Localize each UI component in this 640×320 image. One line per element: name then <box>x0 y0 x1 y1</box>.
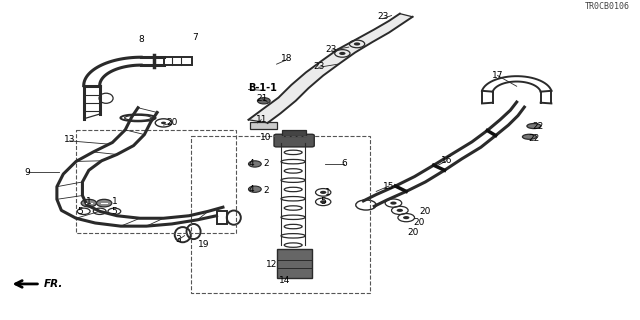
Bar <box>76 131 236 233</box>
Ellipse shape <box>527 124 541 129</box>
Polygon shape <box>248 14 413 123</box>
Text: 1: 1 <box>111 197 117 206</box>
Text: 22: 22 <box>528 134 540 143</box>
Text: 9: 9 <box>25 168 30 177</box>
Text: B-1-1: B-1-1 <box>248 83 277 93</box>
Bar <box>164 57 192 65</box>
Text: 18: 18 <box>281 54 292 63</box>
Text: 15: 15 <box>383 181 395 190</box>
Text: 20: 20 <box>166 118 177 127</box>
Bar <box>276 249 312 278</box>
Text: 4: 4 <box>248 159 254 168</box>
Text: 3: 3 <box>175 235 181 244</box>
FancyBboxPatch shape <box>274 134 314 147</box>
Text: 4: 4 <box>248 185 254 194</box>
Text: 5: 5 <box>320 197 326 206</box>
Circle shape <box>354 42 360 45</box>
Bar <box>250 122 276 129</box>
Text: 23: 23 <box>313 61 324 70</box>
Text: 5: 5 <box>77 207 83 216</box>
Text: 20: 20 <box>407 228 419 237</box>
Circle shape <box>97 199 112 207</box>
Circle shape <box>403 216 410 219</box>
Text: 10: 10 <box>260 133 271 142</box>
Text: 23: 23 <box>326 45 337 54</box>
Text: 14: 14 <box>279 276 291 285</box>
Circle shape <box>390 202 397 205</box>
Text: 20: 20 <box>420 207 431 216</box>
Circle shape <box>320 191 326 194</box>
Text: 22: 22 <box>532 122 544 131</box>
Text: 19: 19 <box>198 240 209 249</box>
Text: 17: 17 <box>492 71 503 80</box>
Text: 1: 1 <box>86 197 92 206</box>
Text: 5: 5 <box>111 207 117 216</box>
Text: 8: 8 <box>138 35 144 44</box>
Text: 13: 13 <box>64 135 76 144</box>
Bar <box>216 211 227 224</box>
Text: 21: 21 <box>257 94 268 103</box>
Text: TR0CB0106: TR0CB0106 <box>585 3 630 12</box>
Text: 16: 16 <box>441 156 452 165</box>
Text: 20: 20 <box>413 219 425 228</box>
Circle shape <box>397 209 403 212</box>
Bar <box>282 131 306 136</box>
Text: 7: 7 <box>193 33 198 42</box>
Text: 2: 2 <box>263 159 269 168</box>
Text: FR.: FR. <box>44 279 63 289</box>
Circle shape <box>320 200 326 204</box>
Text: 11: 11 <box>255 115 267 124</box>
Ellipse shape <box>522 134 536 139</box>
Circle shape <box>81 199 97 207</box>
Circle shape <box>161 122 166 124</box>
Text: 2: 2 <box>263 186 269 195</box>
Circle shape <box>257 98 270 104</box>
Circle shape <box>248 186 261 192</box>
Text: 6: 6 <box>341 159 347 168</box>
Text: 12: 12 <box>266 260 278 269</box>
Bar <box>191 136 370 293</box>
Text: 1: 1 <box>324 188 330 197</box>
Circle shape <box>339 52 346 55</box>
Circle shape <box>248 161 261 167</box>
Text: 23: 23 <box>377 12 388 21</box>
